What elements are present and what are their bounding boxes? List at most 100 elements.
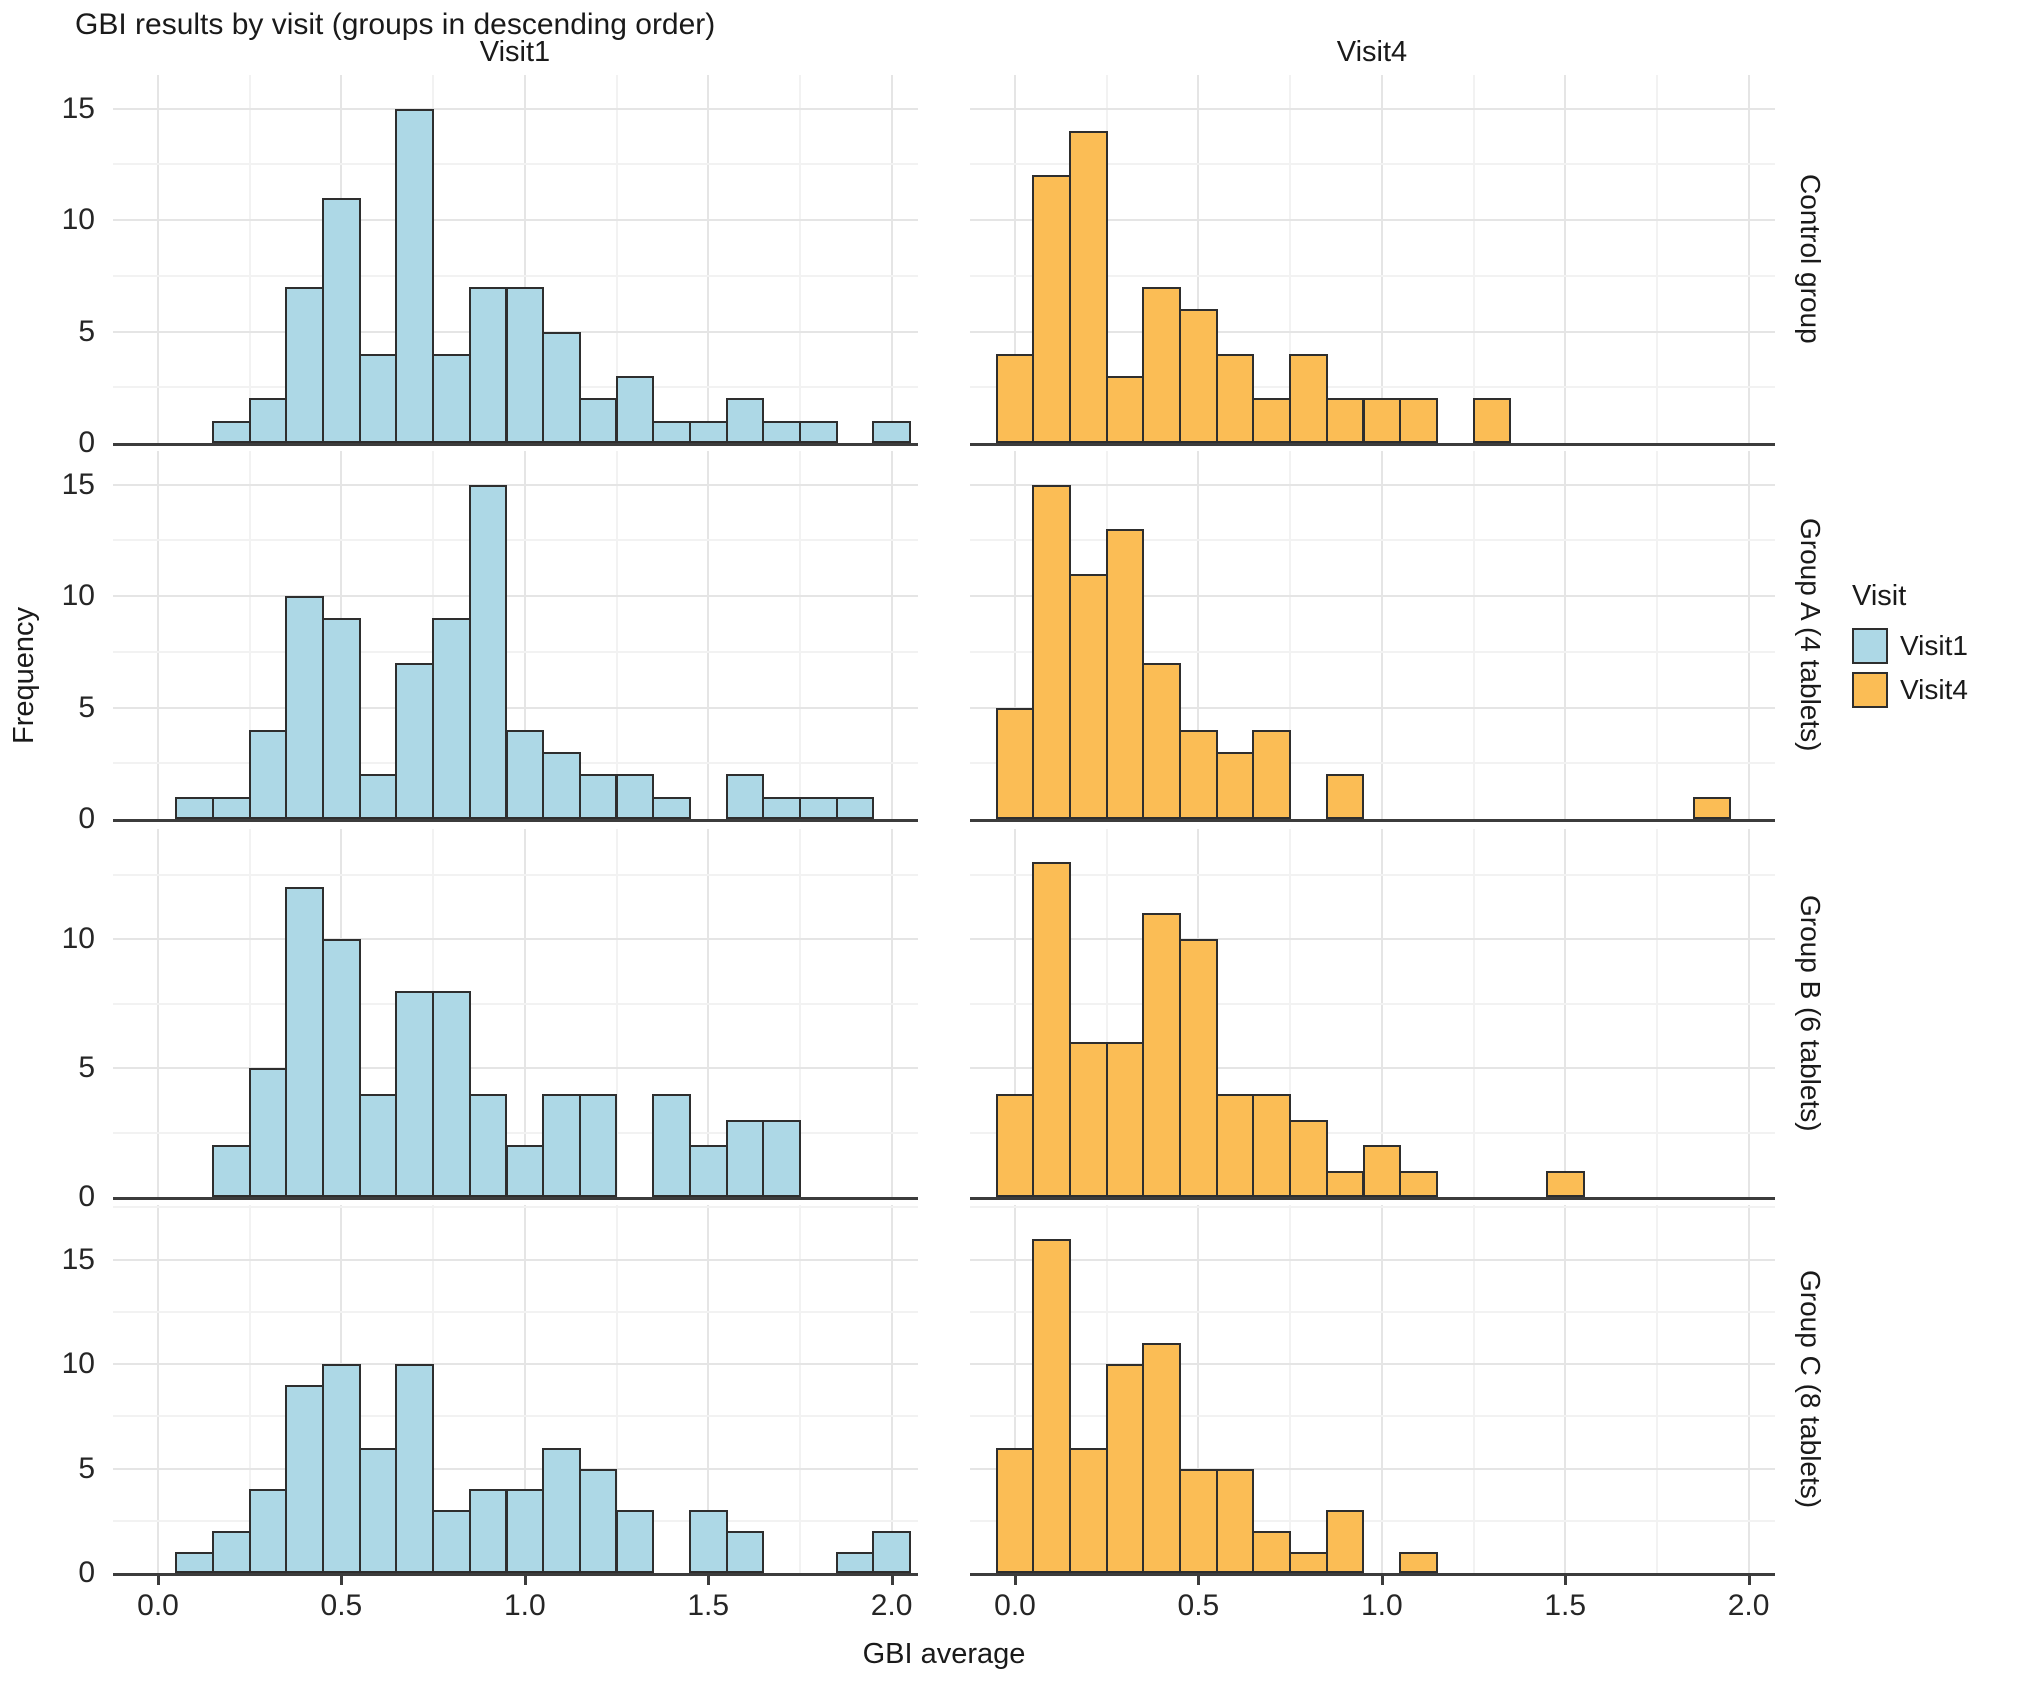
histogram-bar xyxy=(358,1447,398,1573)
histogram-bar xyxy=(505,1145,545,1197)
histogram-bar xyxy=(358,774,398,819)
histogram-bar xyxy=(175,1552,214,1573)
histogram-bar xyxy=(1032,484,1071,819)
histogram-bar xyxy=(1179,1468,1218,1573)
histogram-bar xyxy=(1105,1364,1145,1573)
histogram-bar xyxy=(995,353,1035,443)
facet-row-label-control: Control group xyxy=(1795,174,1826,344)
visit1-swatch-icon xyxy=(1852,628,1888,664)
facet-row-label-group-b: Group B (6 tablets) xyxy=(1795,894,1826,1132)
x-axis-line xyxy=(970,819,1775,822)
gridline-vertical xyxy=(1472,829,1475,1197)
gridline-vertical xyxy=(523,1205,526,1573)
gridline-horizontal xyxy=(113,706,918,709)
y-tick-label: 10 xyxy=(61,922,95,955)
y-tick-label: 10 xyxy=(61,579,95,612)
histogram-bar xyxy=(1142,913,1182,1197)
gridline-vertical xyxy=(890,451,893,819)
gridline-vertical xyxy=(523,829,526,1197)
gridline-vertical xyxy=(1289,75,1292,443)
histogram-bar xyxy=(762,420,801,443)
histogram-bar xyxy=(762,1119,801,1197)
gridline-vertical xyxy=(1747,75,1750,443)
histogram-bar xyxy=(798,796,838,819)
x-tick-label: 1.5 xyxy=(1544,1589,1587,1622)
y-tick-label: 15 xyxy=(61,91,95,125)
gridline-horizontal xyxy=(970,762,1775,765)
histogram-bar xyxy=(1215,752,1255,819)
facet-column-label-visit4: Visit4 xyxy=(1336,36,1408,68)
x-axis-line xyxy=(113,819,918,822)
gridline-horizontal xyxy=(970,1206,1775,1209)
y-tick-label: 5 xyxy=(78,690,95,724)
histogram-bar xyxy=(1179,309,1218,443)
gridline-horizontal xyxy=(970,274,1775,277)
histogram-bar xyxy=(1399,398,1438,443)
histogram-bar xyxy=(1069,130,1108,443)
gridline-vertical xyxy=(798,451,801,819)
gridline-horizontal xyxy=(113,1131,918,1134)
histogram-bar xyxy=(995,707,1035,819)
gridline-vertical xyxy=(1289,1205,1292,1573)
histogram-bar xyxy=(578,1093,618,1197)
histogram-bar xyxy=(175,796,214,819)
histogram-bar xyxy=(1472,398,1512,443)
gridline-vertical xyxy=(1380,829,1383,1197)
gridline-vertical xyxy=(615,829,618,1197)
gridline-vertical xyxy=(890,75,893,443)
histogram-bar xyxy=(578,1468,618,1573)
x-tick-label: 1.0 xyxy=(1360,1589,1403,1622)
histogram-bar xyxy=(725,1119,765,1197)
x-tick-mark xyxy=(707,1576,711,1585)
gridline-horizontal xyxy=(970,1310,1775,1313)
gridline-horizontal xyxy=(113,595,918,597)
histogram-bar xyxy=(432,353,471,443)
gridline-horizontal xyxy=(113,1415,918,1418)
gridline-horizontal xyxy=(113,274,918,277)
gridline-horizontal xyxy=(113,650,918,653)
y-tick-label: 0 xyxy=(78,1556,95,1589)
gridline-horizontal xyxy=(970,1519,1775,1522)
histogram-bar xyxy=(995,1447,1035,1573)
histogram-bar xyxy=(322,618,361,819)
gridline-horizontal xyxy=(113,873,918,876)
histogram-bar xyxy=(1032,175,1071,443)
y-tick-label: 15 xyxy=(61,467,95,501)
gridline-horizontal xyxy=(113,107,918,110)
histogram-bar xyxy=(468,1093,508,1197)
gridline-horizontal xyxy=(113,1258,918,1261)
histogram-bar xyxy=(688,420,728,443)
gridline-vertical xyxy=(1564,1205,1567,1573)
x-axis-line xyxy=(970,443,1775,446)
gridline-horizontal xyxy=(970,938,1775,940)
y-tick-label: 0 xyxy=(78,426,95,459)
x-tick-label: 0.5 xyxy=(320,1589,363,1622)
histogram-bar xyxy=(248,1489,288,1573)
gridline-horizontal xyxy=(970,1258,1775,1261)
histogram-bar xyxy=(395,108,435,443)
histogram-bar xyxy=(1105,1042,1145,1197)
gridline-vertical xyxy=(1747,829,1750,1197)
facet-row-label-group-c: Group C (8 tablets) xyxy=(1795,1269,1826,1509)
x-tick-mark xyxy=(523,1576,527,1585)
gridline-horizontal xyxy=(113,1002,918,1005)
histogram-bar xyxy=(1069,1042,1108,1197)
legend: Visit Visit1 Visit4 xyxy=(1852,580,2032,720)
gridline-vertical xyxy=(1197,1205,1200,1573)
histogram-bar xyxy=(358,353,398,443)
x-tick-label: 0.0 xyxy=(137,1589,179,1622)
histogram-bar xyxy=(1325,398,1365,443)
gridline-vertical xyxy=(798,1205,801,1573)
legend-entry-visit1: Visit1 xyxy=(1852,628,1968,664)
x-axis-line xyxy=(113,443,918,446)
gridline-vertical xyxy=(1564,829,1567,1197)
histogram-bar xyxy=(688,1510,728,1573)
histogram-bar xyxy=(995,1093,1035,1197)
histogram-bar xyxy=(615,376,655,443)
histogram-bar xyxy=(1289,1119,1328,1197)
gridline-horizontal xyxy=(970,1415,1775,1418)
gridline-vertical xyxy=(1472,451,1475,819)
histogram-bar xyxy=(872,1531,911,1573)
histogram-bar xyxy=(432,990,471,1197)
histogram-bar xyxy=(542,1093,581,1197)
